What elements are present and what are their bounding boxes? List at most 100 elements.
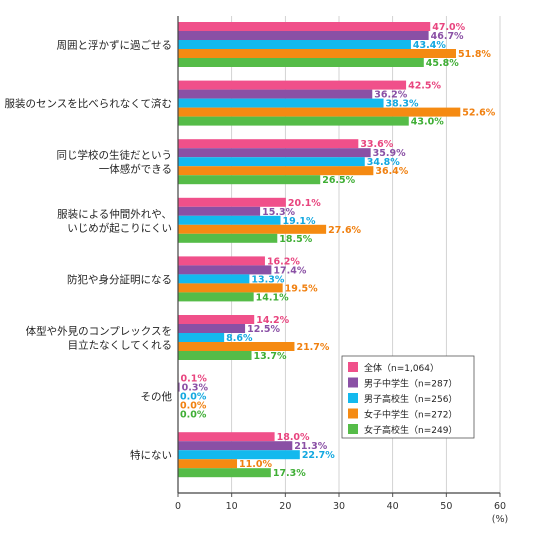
legend-swatch [348,424,358,434]
bar [178,265,272,275]
data-label: 0.0% [180,401,207,412]
legend-entry: 女子高校生（n=249） [364,424,457,436]
bar [178,215,281,225]
bar [178,292,254,302]
bar [178,274,250,284]
bar [178,98,384,108]
legend-entry: 男子中学生（n=287） [364,378,457,390]
bar [178,206,261,216]
bar [178,49,456,58]
data-label: 14.1% [256,292,289,303]
bar [178,382,180,392]
bar [178,40,411,49]
bar [178,315,255,324]
data-label: 14.2% [256,315,289,326]
category-label: 周囲と浮かずに過ごせる [57,39,173,52]
data-label: 18.0% [277,432,310,443]
data-label: 43.0% [411,117,444,128]
data-label: 36.4% [375,166,408,177]
data-label: 43.4% [413,40,446,51]
x-tick-label: 60 [494,501,506,512]
bar [178,256,265,266]
data-label: 36.2% [374,90,407,101]
x-axis-unit: (%) [492,514,508,525]
bar [178,139,359,149]
bar [178,22,431,31]
bar [178,342,295,351]
data-label: 34.8% [367,157,400,168]
bar [178,224,327,234]
bar [178,58,424,67]
category-label: 特にない [130,450,172,462]
data-label: 0.3% [182,383,209,394]
bar [178,116,409,126]
category-label: 一体感ができる [99,163,172,176]
category-label: 防犯や身分証明になる [67,273,172,286]
category-label: その他 [141,390,173,403]
bar [178,148,371,158]
data-label: 12.5% [247,324,280,335]
bar-series [178,22,461,478]
data-label: 42.5% [408,81,441,92]
data-label: 45.8% [426,58,459,69]
data-label: 17.4% [273,265,306,276]
category-label: いじめが起こりにくい [67,221,172,234]
x-tick-label: 20 [279,501,291,512]
data-label: 13.7% [254,351,287,362]
legend-entry: 全体（n=1,064） [364,362,439,374]
data-label: 19.5% [285,283,318,294]
x-tick-label: 10 [226,501,238,512]
data-label: 52.6% [462,108,495,119]
bar [178,333,225,342]
bar [178,197,286,207]
data-label: 20.1% [288,198,321,209]
bar [178,31,429,40]
data-label: 47.0% [432,22,465,33]
data-label: 17.3% [273,468,306,479]
legend: 全体（n=1,064） 男子中学生（n=287） 男子高校生（n=256） 女子中学生… [341,355,475,439]
bar [178,450,300,460]
data-label: 18.5% [279,234,312,245]
bar [178,175,321,185]
data-label: 0.0% [180,392,207,403]
data-label: 33.6% [360,139,393,150]
data-label: 35.9% [373,148,406,159]
data-label: 15.3% [262,207,295,218]
x-tick-label: 50 [440,501,452,512]
category-labels: 周囲と浮かずに過ごせる服装のセンスを比べられなくて済む同じ学校の生徒だという一体… [5,39,173,462]
bar [178,441,293,451]
category-label: 体型や外見のコンプレックスを [26,325,172,338]
x-tick-label: 40 [387,501,399,512]
bar [178,89,373,99]
tick-labels: 0 10 20 30 40 50 60 (%) [175,501,508,525]
data-label: 46.7% [431,31,464,42]
data-label: 16.2% [267,256,300,267]
data-label: 0.1% [181,374,208,385]
data-label: 21.7% [296,342,329,353]
data-label: 0.0% [180,410,207,421]
legend-swatch [348,377,358,388]
legend-swatch [348,393,358,403]
bar [178,283,283,293]
bar [178,351,252,360]
bar [178,468,271,478]
bar [178,432,275,442]
axes [177,16,501,497]
x-tick-label: 0 [175,501,181,512]
data-label: 22.7% [302,450,335,461]
bar [178,157,365,167]
legend-entry: 男子高校生（n=256） [364,393,457,405]
data-label: 26.5% [322,175,355,186]
legend-entry: 女子中学生（n=272） [364,409,457,421]
legend-swatch [348,408,358,419]
data-label: 11.0% [239,459,272,470]
data-label: 8.6% [226,333,253,344]
category-label: 同じ学校の生徒だという [57,149,173,162]
data-label: 51.8% [458,49,491,60]
data-label: 38.3% [386,99,419,110]
x-tick-label: 30 [333,501,345,512]
data-label: 21.3% [294,441,327,452]
bar [178,166,374,176]
value-labels: 47.0%46.7%43.4% 51.8%45.8% 42.5%36.2%38.3%… [180,22,496,479]
